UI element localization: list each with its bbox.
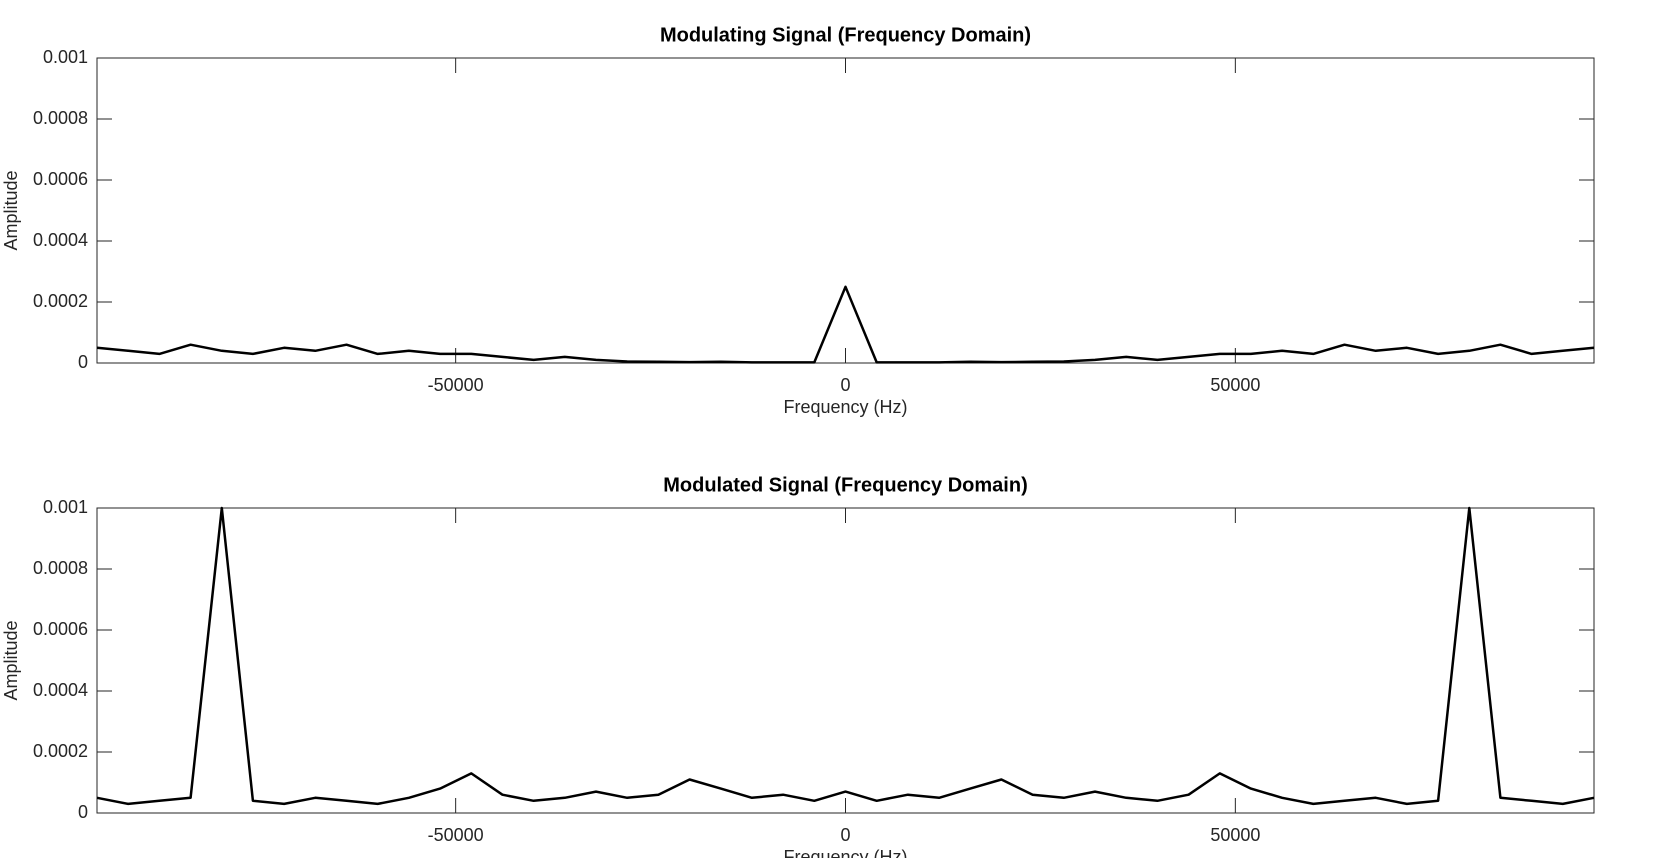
plot-box: [96, 507, 1595, 814]
y-tick-label: 0.0004: [33, 230, 88, 250]
chart-title: Modulated Signal (Frequency Domain): [663, 474, 1027, 496]
plot-box: [96, 57, 1595, 364]
x-tick-label: 0: [840, 375, 850, 395]
x-tick-label: 50000: [1210, 825, 1260, 845]
y-tick-label: 0: [78, 802, 88, 822]
x-tick-label: 50000: [1210, 375, 1260, 395]
y-tick-label: 0.0008: [33, 558, 88, 578]
x-axis-label: Frequency (Hz): [783, 397, 907, 417]
y-tick-label: 0.0002: [33, 741, 88, 761]
x-axis-label: Frequency (Hz): [783, 847, 907, 858]
y-tick-label: 0.0006: [33, 169, 88, 189]
chart-title: Modulating Signal (Frequency Domain): [660, 24, 1031, 46]
signal-line: [96, 506, 1595, 806]
x-tick-label: -50000: [428, 375, 484, 395]
y-axis-label: Amplitude: [1, 170, 21, 250]
y-tick-label: 0.001: [43, 47, 88, 67]
y-tick-label: 0.0006: [33, 619, 88, 639]
y-tick-label: 0.0002: [33, 291, 88, 311]
y-axis-label: Amplitude: [1, 620, 21, 700]
y-tick-label: 0: [78, 352, 88, 372]
y-tick-label: 0.0008: [33, 108, 88, 128]
x-tick-label: 0: [840, 825, 850, 845]
y-tick-label: 0.001: [43, 497, 88, 517]
x-tick-label: -50000: [428, 825, 484, 845]
y-tick-label: 0.0004: [33, 680, 88, 700]
signal-line: [96, 285, 1595, 364]
